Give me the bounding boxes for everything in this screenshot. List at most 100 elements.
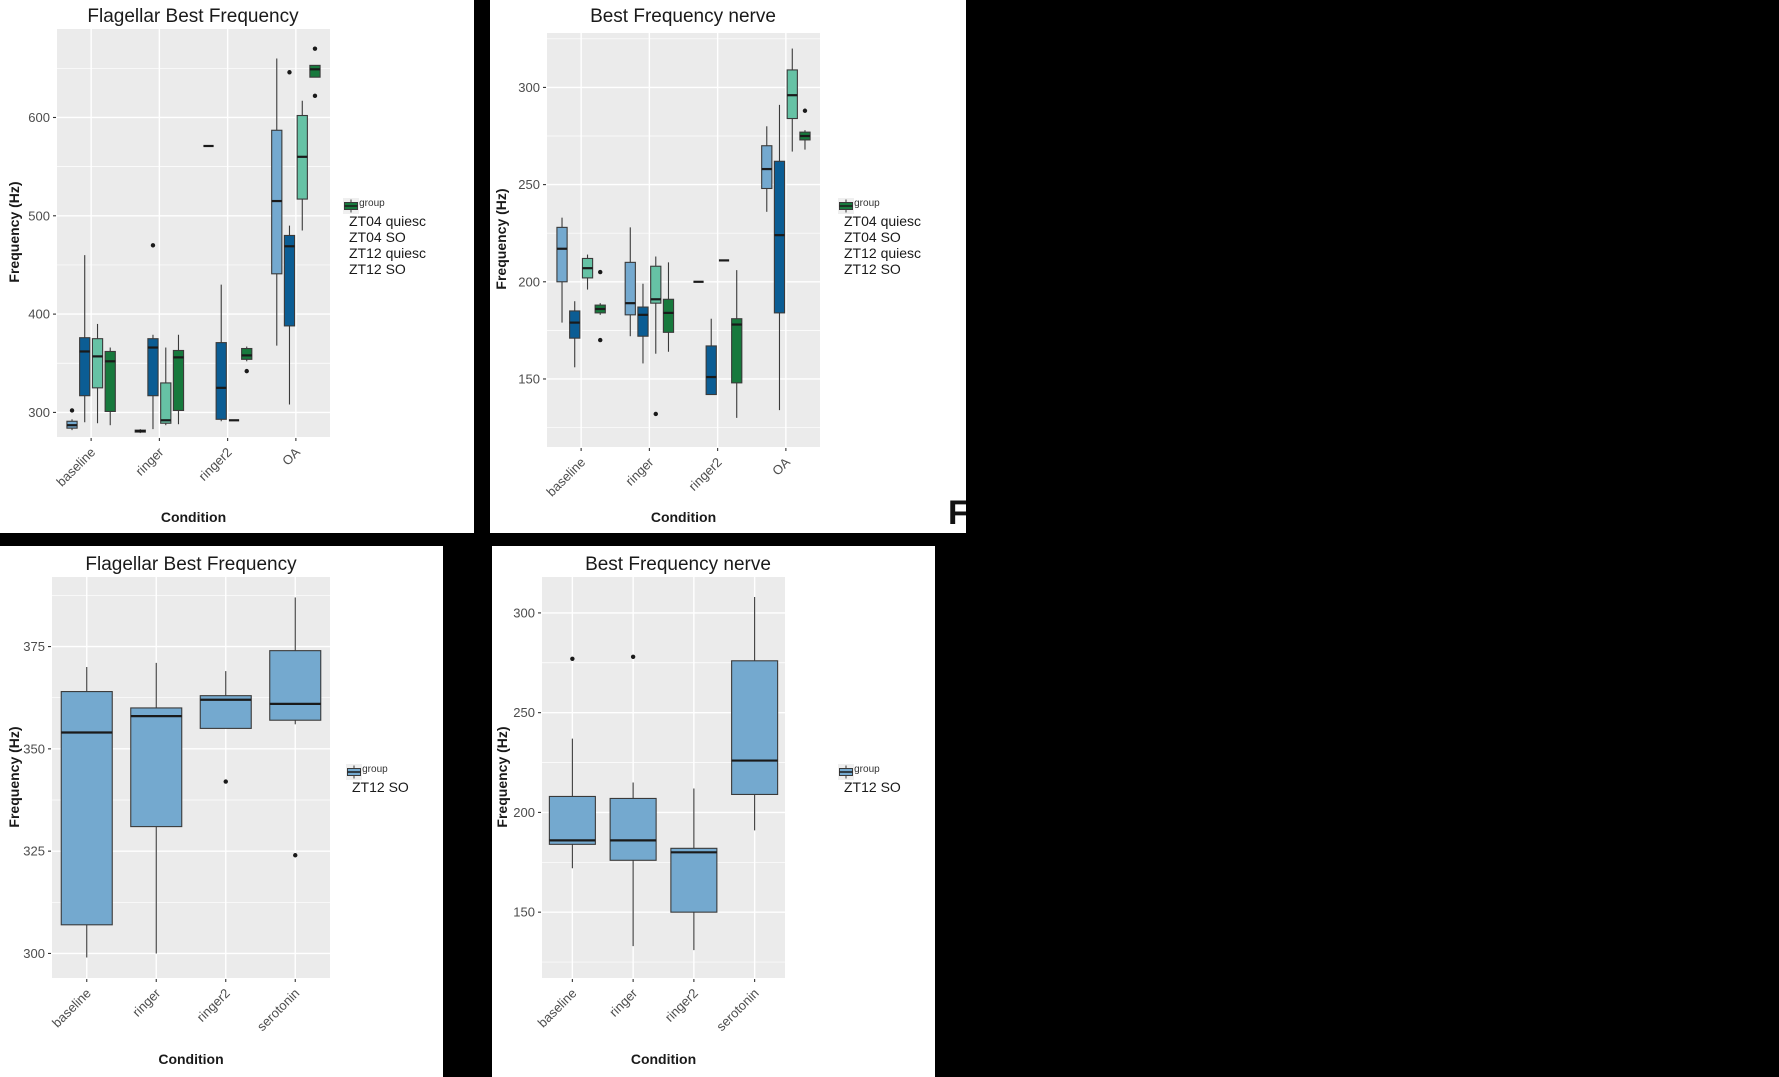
y-tick-label: 250 <box>518 177 540 192</box>
outlier-point <box>653 411 658 417</box>
y-tick-label: 150 <box>513 905 535 920</box>
x-tick-label: baseline <box>53 445 98 490</box>
legend-items: ZT04 quiesc ZT04 SO ZT12 quiesc ZT12 SO <box>343 198 427 277</box>
x-tick-label: serotonin <box>254 986 302 1034</box>
legend-items: ZT12 SO <box>346 764 409 795</box>
legend-item: ZT12 SO <box>838 198 921 277</box>
box <box>199 695 252 729</box>
legend-item: ZT12 SO <box>343 198 426 277</box>
x-tick-label: ringer2 <box>194 986 233 1025</box>
legend-item: ZT04 quiesc <box>343 198 427 229</box>
legend: plotgroup ZT04 quiesc ZT04 SO ZT12 quiesc Z… <box>343 198 426 277</box>
box <box>104 350 116 412</box>
y-tick-label: 300 <box>28 405 50 420</box>
legend-item-label: ZT12 SO <box>352 779 409 795</box>
legend-items: ZT04 quiesc ZT04 SO ZT12 quiesc ZT12 SO <box>838 198 921 277</box>
box <box>731 318 743 384</box>
x-tick-label: ringer <box>129 985 164 1020</box>
y-tick-label: 325 <box>23 844 45 859</box>
legend-item-label: ZT12 SO <box>844 261 901 277</box>
legend-item-label: ZT12 quiesc <box>349 245 427 261</box>
x-axis-title: Condition <box>630 1051 697 1067</box>
y-tick-label: 375 <box>23 639 45 654</box>
outlier-point <box>802 108 808 113</box>
outlier-point <box>630 654 636 660</box>
box <box>624 261 636 316</box>
x-tick-label: baseline <box>543 455 588 500</box>
x-tick-label: ringer <box>132 444 167 479</box>
chart-title: Flagellar Best Frequency <box>87 6 299 27</box>
legend-item-label: ZT04 quiesc <box>349 213 427 229</box>
boxplot-nerve-grouped: 150 200 250 300 baseline ringer ringer2 OA Best… <box>490 0 966 533</box>
boxplot-flagellar-grouped: 300 400 500 600 baseline ringer ringer2 OA Flag… <box>0 0 474 533</box>
box <box>241 347 253 360</box>
y-axis-title: Frequency (Hz) <box>494 725 510 828</box>
outlier-point <box>293 853 298 858</box>
box <box>130 707 183 828</box>
box <box>160 382 172 424</box>
legend-item: ZT04 SO <box>838 198 921 245</box>
y-tick-label: 200 <box>518 274 540 289</box>
box <box>773 160 786 314</box>
legend-title: plotgroup <box>343 198 385 209</box>
outlier-point <box>244 368 249 374</box>
x-tick-label: ringer2 <box>196 445 235 484</box>
outlier-point <box>598 269 603 275</box>
x-tick-label: OA <box>279 444 303 468</box>
legend-title: plotgroup <box>838 198 880 209</box>
outlier-point <box>150 243 156 248</box>
x-tick-label: baseline <box>535 986 580 1031</box>
box <box>283 234 296 327</box>
plot-svg: 150 200 250 300 baseline ringer ringer2 seroton… <box>513 577 785 1034</box>
legend-item: ZT12 quiesc <box>343 198 427 261</box>
box <box>79 337 91 397</box>
y-tick-label: 300 <box>23 946 45 961</box>
legend-item-label: ZT04 SO <box>844 229 901 245</box>
plot-svg: 150 200 250 300 baseline ringer ringer2 OA <box>518 33 820 500</box>
chart-title: Best Frequency nerve <box>585 554 771 575</box>
legend-key-boxplot-icon <box>346 764 362 780</box>
plot-svg: 300 400 500 600 baseline ringer ringer2 OA <box>28 29 330 490</box>
legend: plotgroup ZT12 SO <box>346 764 409 795</box>
x-axis-title: Condition <box>158 1051 224 1067</box>
x-axis-title: Condition <box>650 509 717 525</box>
x-tick-label: OA <box>769 454 793 478</box>
box <box>662 298 675 333</box>
boxplot-nerve-zt12so: 150 200 250 300 baseline ringer ringer2 seroton… <box>492 546 935 1077</box>
outlier-point <box>69 408 75 413</box>
outlier-point <box>223 779 228 784</box>
legend-key-boxplot-icon <box>838 764 854 780</box>
legend-key-boxplot-icon <box>838 198 854 214</box>
legend-item: ZT04 quiesc <box>838 198 921 229</box>
box <box>60 691 113 926</box>
box <box>91 338 104 389</box>
y-tick-label: 300 <box>513 605 535 620</box>
box <box>215 342 227 420</box>
box <box>609 797 657 861</box>
y-axis-title: Frequency (Hz) <box>493 188 509 290</box>
legend-item: ZT12 SO <box>346 764 409 795</box>
x-tick-label: ringer <box>622 454 657 489</box>
y-tick-label: 250 <box>513 705 535 720</box>
box <box>650 265 662 304</box>
legend: plotgroup ZT04 quiesc ZT04 SO ZT12 quiesc Z… <box>838 198 921 277</box>
legend-item-label: ZT12 SO <box>844 779 901 795</box>
x-tick-label: ringer2 <box>662 986 701 1025</box>
box <box>172 349 185 412</box>
boxplot-flagellar-zt12so: 300 325 350 375 baseline ringer ringer2 seroton… <box>0 546 443 1077</box>
chart-title: Flagellar Best Frequency <box>85 554 297 575</box>
legend-item-label: ZT04 SO <box>349 229 406 245</box>
box <box>269 650 322 721</box>
outlier-point <box>598 337 603 343</box>
x-tick-label: ringer2 <box>686 455 725 494</box>
box <box>761 145 773 190</box>
outlier-point <box>287 70 292 75</box>
outlier-point <box>312 46 318 51</box>
box <box>309 64 321 78</box>
box <box>670 847 718 913</box>
box <box>556 226 568 283</box>
y-tick-label: 300 <box>518 80 540 95</box>
box <box>705 345 717 396</box>
outlier-point <box>312 93 318 99</box>
legend-key-boxplot-icon <box>343 198 359 214</box>
